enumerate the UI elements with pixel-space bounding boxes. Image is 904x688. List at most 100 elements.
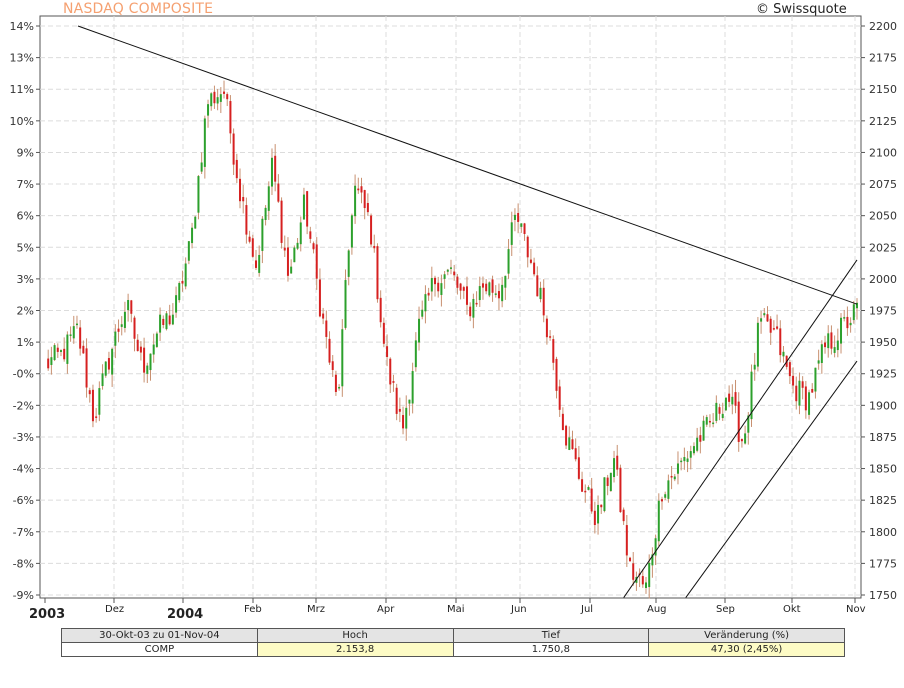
price-bar xyxy=(753,364,756,370)
price-bar xyxy=(267,186,270,211)
price-bar xyxy=(239,178,242,202)
price-bar xyxy=(788,362,791,377)
price-bar xyxy=(641,576,644,585)
price-bar xyxy=(485,283,488,292)
price-bar xyxy=(277,183,280,202)
y-left-tick-label: -9% xyxy=(13,589,34,602)
price-bar xyxy=(283,247,286,251)
price-bar xyxy=(149,353,152,371)
price-bar xyxy=(715,402,718,421)
price-bar xyxy=(488,282,491,296)
price-bar xyxy=(47,358,50,369)
stats-symbol: COMP xyxy=(61,642,258,657)
y-left-tick-label: 9% xyxy=(17,146,34,159)
price-bar xyxy=(338,386,341,389)
price-bar xyxy=(510,222,513,245)
y-right-tick-label: 2000 xyxy=(869,273,897,286)
price-bar xyxy=(312,243,315,250)
y-right-tick-label: 2050 xyxy=(869,210,897,223)
price-bar xyxy=(430,278,433,292)
stats-change-value: 47,30 (2,45%) xyxy=(648,642,845,657)
price-bar xyxy=(625,525,628,556)
price-bar xyxy=(376,246,379,300)
price-bar xyxy=(734,392,737,406)
price-bar xyxy=(587,487,590,490)
x-tick-label: Mrz xyxy=(307,604,325,615)
price-bar xyxy=(101,373,104,387)
price-bar xyxy=(408,399,411,404)
price-bar xyxy=(98,388,101,415)
price-bar xyxy=(72,326,75,339)
price-bar xyxy=(405,407,408,429)
y-left-tick-label: -4% xyxy=(13,463,34,476)
y-right-tick-label: 2150 xyxy=(869,83,897,96)
y-right-tick-label: 1925 xyxy=(869,368,897,381)
price-bar xyxy=(328,338,331,363)
price-bar xyxy=(334,374,337,392)
y-right-tick-label: 1825 xyxy=(869,494,897,507)
price-bar xyxy=(197,176,200,213)
price-bar xyxy=(836,340,839,351)
price-bar xyxy=(389,358,392,385)
price-bar xyxy=(507,249,510,274)
price-bar xyxy=(827,333,830,349)
price-bar xyxy=(191,227,194,244)
price-bar xyxy=(469,306,472,317)
price-bar xyxy=(79,327,82,349)
price-bar xyxy=(254,260,257,268)
y-left-tick-label: 2% xyxy=(17,305,34,318)
price-bar xyxy=(395,387,398,414)
price-bar xyxy=(798,380,801,406)
x-tick-label: Nov xyxy=(846,604,866,615)
price-bar xyxy=(82,345,85,354)
price-bar xyxy=(213,91,216,104)
price-bar xyxy=(481,283,484,288)
price-bar xyxy=(398,408,401,412)
x-tick-label: Mai xyxy=(447,604,465,615)
price-bar xyxy=(501,284,504,302)
price-bar xyxy=(670,475,673,478)
y-right-tick-label: 2175 xyxy=(869,52,897,65)
price-bar xyxy=(808,392,811,415)
price-bar xyxy=(568,437,571,450)
price-bar xyxy=(261,218,264,251)
price-bar xyxy=(629,557,632,562)
price-bar xyxy=(561,413,564,430)
price-bar xyxy=(226,94,229,100)
price-bar xyxy=(712,422,715,425)
price-bar xyxy=(325,320,328,337)
price-bar xyxy=(136,339,139,351)
price-bar xyxy=(350,215,353,248)
price-bar xyxy=(747,415,750,433)
y-right-tick-label: 2100 xyxy=(869,146,897,159)
plot-frame xyxy=(39,15,862,599)
price-bar xyxy=(577,457,580,479)
price-bar xyxy=(120,324,123,327)
price-bar xyxy=(459,283,462,291)
price-bar xyxy=(721,413,724,419)
price-bar xyxy=(373,245,376,249)
price-bar xyxy=(88,390,91,395)
x-tick-label: Okt xyxy=(783,604,801,615)
price-bar xyxy=(645,582,648,588)
y-right-tick-label: 2200 xyxy=(869,20,897,33)
price-bar xyxy=(593,510,596,526)
y-left-tick-label: 6% xyxy=(17,210,34,223)
price-bar xyxy=(849,322,852,326)
y-left-tick-label: 1% xyxy=(17,336,34,349)
price-bar xyxy=(207,104,210,116)
y-left-tick-label: -0% xyxy=(13,368,34,381)
price-bar xyxy=(766,314,769,322)
price-bar xyxy=(724,397,727,411)
price-bar xyxy=(846,316,849,329)
trend-line-resistance xyxy=(77,25,858,305)
price-bar xyxy=(360,186,363,193)
price-bar xyxy=(756,322,759,367)
price-bar xyxy=(421,309,424,317)
price-bar xyxy=(782,351,785,357)
x-tick-label: Feb xyxy=(244,604,262,615)
price-bar xyxy=(386,346,389,357)
price-bar xyxy=(737,401,740,442)
price-bar xyxy=(363,190,366,209)
price-bar xyxy=(85,348,88,388)
